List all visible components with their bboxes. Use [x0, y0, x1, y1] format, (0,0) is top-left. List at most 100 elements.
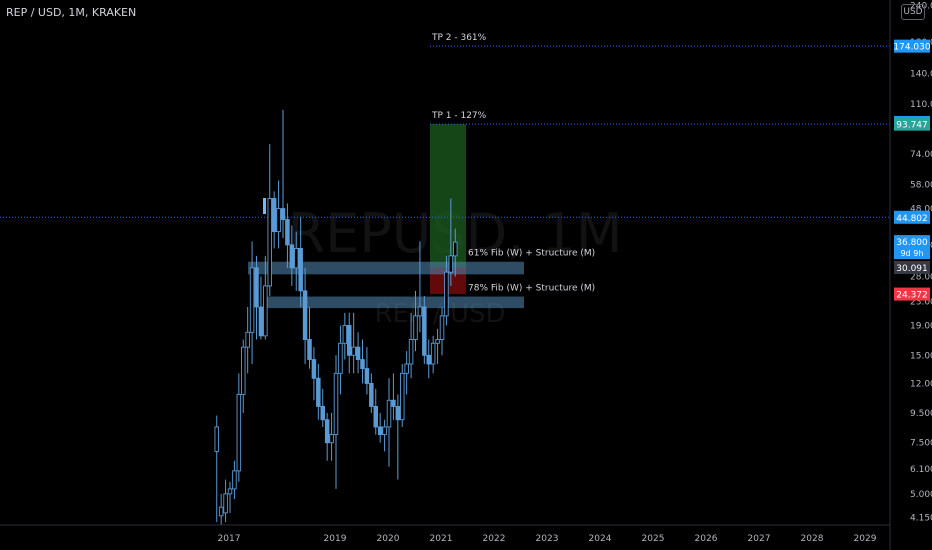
- price-axis[interactable]: 240.000180.000140.000110.00074.00058.000…: [889, 0, 932, 550]
- candle-2020-07: [413, 290, 418, 352]
- candle-2019-07: [360, 339, 365, 384]
- candle-body: [302, 290, 308, 340]
- candle-body: [360, 359, 365, 370]
- symbol-title[interactable]: REP / USD, 1M, KRAKEN: [6, 6, 137, 19]
- price-tick: 110.000: [910, 100, 932, 110]
- candle-body: [377, 426, 383, 436]
- candle-body: [271, 198, 277, 233]
- time-tick-2022: 2022: [483, 534, 506, 544]
- price-badge-text-5: 93.747: [896, 121, 928, 131]
- candle-body: [329, 434, 334, 444]
- price-badge-text-6: 44.802: [896, 214, 928, 224]
- candle-2017-04: [240, 339, 246, 413]
- candle-2020-11: [430, 335, 436, 374]
- horizontal-levels[interactable]: TP 2 - 361% TP 1 - 127%: [0, 33, 890, 218]
- candle-body: [453, 241, 458, 257]
- candle-body: [236, 393, 242, 472]
- candle-body: [435, 339, 440, 344]
- candle-body: [408, 339, 414, 365]
- candle-body: [298, 247, 303, 292]
- candle-2021-02: [444, 255, 449, 326]
- candle-body: [333, 372, 339, 436]
- candlestick-series: [214, 109, 458, 526]
- candle-body: [430, 342, 436, 365]
- price-tick: 4.150: [910, 513, 932, 523]
- price-tick: 28.000: [910, 273, 932, 283]
- candle-2018-07: [307, 306, 312, 369]
- candle-body: [223, 493, 228, 514]
- price-tick: 240.000: [910, 2, 932, 12]
- zone-0: [248, 261, 524, 275]
- price-badge-3: [894, 287, 930, 301]
- time-tick-2027: 2027: [748, 534, 771, 544]
- candle-2016-12: [223, 479, 228, 522]
- countdown-text: 9d 9h: [901, 249, 924, 258]
- candle-2017-05: [245, 306, 250, 374]
- candle-body: [347, 325, 352, 356]
- candle-2018-02: [285, 203, 290, 268]
- candle-body: [386, 399, 392, 428]
- candle-2021-04: [453, 228, 458, 277]
- candle-2019-06: [355, 332, 361, 374]
- candle-body: [342, 325, 348, 344]
- candle-body: [369, 382, 374, 407]
- price-tick: 23.000: [910, 297, 932, 307]
- zone-label-0: 61% Fib (W) + Structure (M): [468, 249, 595, 259]
- candle-body: [373, 405, 379, 428]
- price-badge-text-1: 36.800: [896, 238, 928, 248]
- candle-body: [263, 285, 268, 337]
- candle-2019-11: [377, 412, 383, 443]
- candle-2017-01: [227, 481, 233, 513]
- price-tick: 5.000: [910, 490, 932, 500]
- candle-body: [426, 354, 432, 365]
- candle-body: [307, 339, 312, 361]
- candle-2017-02: [232, 460, 237, 500]
- candle-2017-06: [249, 241, 255, 364]
- currency-button[interactable]: USD: [901, 4, 925, 20]
- candle-body: [351, 346, 356, 356]
- candle-body: [417, 306, 423, 317]
- candle-body: [320, 405, 326, 421]
- candle-body: [324, 419, 330, 444]
- candle-body: [422, 306, 427, 356]
- candle-2019-01: [333, 355, 339, 489]
- candle-2017-08: [258, 276, 264, 340]
- price-badge-text-3: 24.372: [896, 291, 928, 301]
- price-tick: 74.000: [910, 150, 932, 160]
- level-label-0: TP 2 - 361%: [431, 33, 487, 43]
- candle-2017-09: [263, 255, 268, 340]
- candle-2019-09: [369, 373, 374, 413]
- time-tick-2020: 2020: [377, 534, 400, 544]
- candle-2018-08: [311, 347, 317, 401]
- candle-body: [276, 208, 281, 233]
- candle-body: [249, 267, 255, 333]
- candle-body: [267, 198, 273, 287]
- candle-2020-08: [417, 241, 423, 333]
- candle-2019-05: [351, 312, 356, 374]
- time-axis[interactable]: 2017 2019 2020 2021 2022 2023 2024 2025 2026 2027…: [0, 524, 890, 544]
- candle-2017-12: [276, 180, 281, 249]
- time-tick-2028: 2028: [801, 534, 824, 544]
- candle-2019-10: [373, 388, 379, 435]
- price-tick: 15.000: [910, 351, 932, 361]
- candle-body: [404, 363, 409, 374]
- candle-body: [395, 405, 401, 421]
- candle-body: [338, 342, 343, 374]
- candle-body: [448, 255, 454, 273]
- price-badge-text-2: 30.091: [896, 264, 928, 274]
- candle-2019-03: [342, 312, 348, 360]
- candle-2018-04: [294, 231, 299, 291]
- candle-highlight: [263, 198, 266, 214]
- candle-2018-09: [316, 363, 321, 420]
- price-badge-2: [894, 260, 930, 274]
- time-tick-2017: 2017: [218, 534, 241, 544]
- time-tick-2025: 2025: [642, 534, 665, 544]
- price-tick: 6.100: [910, 465, 932, 475]
- candle-body: [355, 346, 361, 361]
- price-tick: 140.000: [910, 70, 932, 80]
- candle-body: [254, 267, 259, 308]
- price-badge-6: [894, 210, 930, 224]
- price-badge-4: [894, 39, 930, 53]
